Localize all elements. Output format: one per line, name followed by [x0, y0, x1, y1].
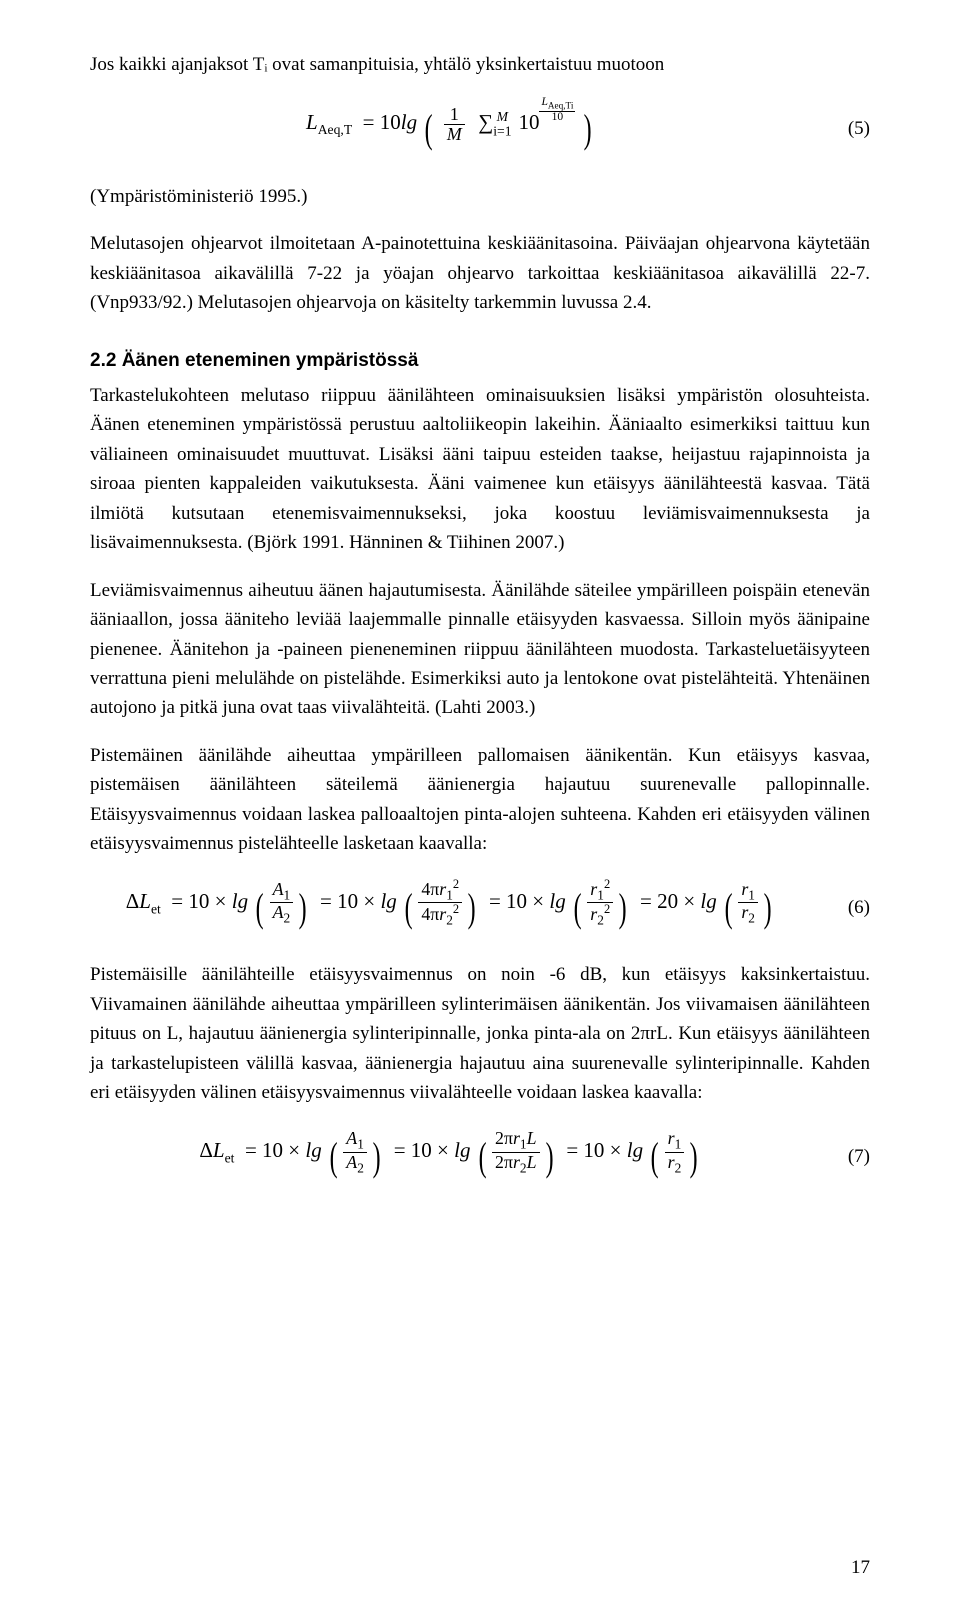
paragraph-viivalahde: Pistemäisille äänilähteille etäisyysvaim…	[90, 960, 870, 1107]
paragraph-pistelahde: Pistemäinen äänilähde aiheuttaa ympärill…	[90, 741, 870, 859]
page: Jos kaikki ajanjaksot Tᵢ ovat samanpitui…	[0, 0, 960, 1610]
paragraph-leviamisvaimennus: Leviämisvaimennus aiheutuu äänen hajautu…	[90, 576, 870, 723]
paragraph-intro-eq5: Jos kaikki ajanjaksot Tᵢ ovat samanpitui…	[90, 50, 870, 79]
section-heading-2-2: 2.2 Äänen eteneminen ympäristössä	[90, 346, 870, 375]
equation-6-body: ΔLet = 10 × lg (A1A2) = 10 × lg (4πr124π…	[90, 877, 810, 939]
equation-5: LAeq,T = 10lg ( 1M ∑i=1M 10LAeq,Ti10 ) (…	[90, 97, 870, 159]
equation-6: ΔLet = 10 × lg (A1A2) = 10 × lg (4πr124π…	[90, 877, 870, 939]
paragraph-eteneminen: Tarkastelukohteen melutaso riippuu äänil…	[90, 381, 870, 558]
page-number: 17	[851, 1553, 870, 1582]
equation-5-number: (5)	[810, 114, 870, 143]
equation-7-body: ΔLet = 10 × lg (A1A2) = 10 × lg (2πr1L2π…	[90, 1126, 810, 1188]
paragraph-ohjearvot: Melutasojen ohjearvot ilmoitetaan A-pain…	[90, 229, 870, 317]
equation-6-number: (6)	[810, 893, 870, 922]
equation-7: ΔLet = 10 × lg (A1A2) = 10 × lg (2πr1L2π…	[90, 1126, 870, 1188]
paragraph-ref-1995: (Ympäristöministeriö 1995.)	[90, 182, 870, 211]
equation-7-number: (7)	[810, 1142, 870, 1171]
equation-5-body: LAeq,T = 10lg ( 1M ∑i=1M 10LAeq,Ti10 )	[90, 97, 810, 159]
